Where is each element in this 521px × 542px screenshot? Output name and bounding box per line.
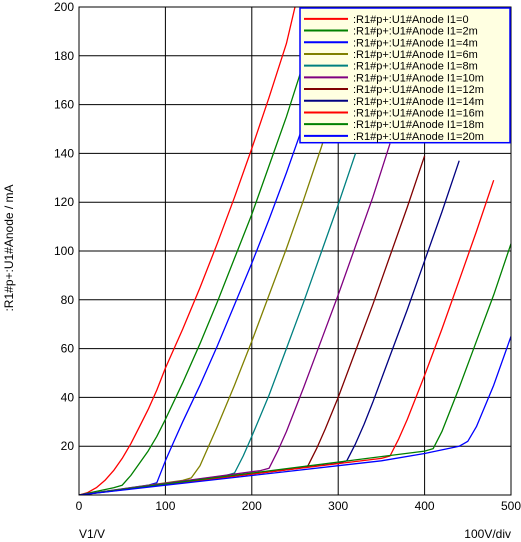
y-tick-label-6: 140 — [54, 146, 74, 160]
series-line-5 — [79, 143, 391, 495]
series-line-8 — [79, 179, 495, 495]
x-tick-label-4: 400 — [415, 499, 435, 513]
x-tick-label-1: 100 — [155, 499, 175, 513]
y-tick-label-1: 40 — [61, 390, 75, 404]
series-line-0 — [79, 7, 296, 495]
legend-label-6: :R1#p+:U1#Anode I1=12m — [353, 84, 484, 96]
series-group — [79, 7, 511, 495]
x-tick-label-5: 500 — [501, 499, 521, 513]
legend-label-3: :R1#p+:U1#Anode I1=6m — [353, 49, 478, 61]
x-tick-label-0: 0 — [76, 499, 83, 513]
legend-label-7: :R1#p+:U1#Anode I1=14m — [353, 96, 484, 108]
y-tick-label-0: 20 — [61, 439, 75, 453]
y-tick-labels: 20 40 60 80 100 120 140 160 180 200 — [54, 0, 74, 453]
y-axis-label: :R1#p+:U1#Anode / mA — [2, 184, 16, 311]
series-line-9 — [79, 243, 511, 495]
legend-label-10: :R1#p+:U1#Anode I1=20m — [353, 131, 484, 143]
x-tick-labels: 0 100 200 300 400 500 — [76, 499, 521, 513]
legend: :R1#p+:U1#Anode I1=0:R1#p+:U1#Anode I1=2… — [299, 7, 511, 144]
x-tick-label-2: 200 — [242, 499, 262, 513]
y-tick-label-4: 100 — [54, 244, 74, 258]
y-tick-label-2: 60 — [61, 342, 75, 356]
legend-label-2: :R1#p+:U1#Anode I1=4m — [353, 37, 478, 49]
legend-label-0: :R1#p+:U1#Anode I1=0 — [353, 14, 469, 26]
legend-label-8: :R1#p+:U1#Anode I1=16m — [353, 107, 484, 119]
series-line-3 — [79, 94, 339, 495]
x-axis-label: V1/V — [79, 527, 105, 541]
series-line-7 — [79, 160, 460, 495]
y-tick-label-5: 120 — [54, 195, 74, 209]
y-tick-label-9: 200 — [54, 0, 74, 14]
legend-label-9: :R1#p+:U1#Anode I1=18m — [353, 119, 484, 131]
y-tick-label-3: 80 — [61, 293, 75, 307]
plot-frame — [78, 6, 512, 496]
x-scale-label: 100V/div — [464, 527, 511, 541]
y-tick-label-7: 160 — [54, 98, 74, 112]
legend-label-1: :R1#p+:U1#Anode I1=2m — [353, 26, 478, 38]
legend-label-4: :R1#p+:U1#Anode I1=8m — [353, 61, 478, 73]
series-line-10 — [79, 336, 511, 495]
series-line-1 — [79, 7, 322, 495]
series-line-4 — [79, 153, 357, 495]
x-tick-label-3: 300 — [328, 499, 348, 513]
legend-label-5: :R1#p+:U1#Anode I1=10m — [353, 72, 484, 84]
y-tick-label-8: 180 — [54, 49, 74, 63]
